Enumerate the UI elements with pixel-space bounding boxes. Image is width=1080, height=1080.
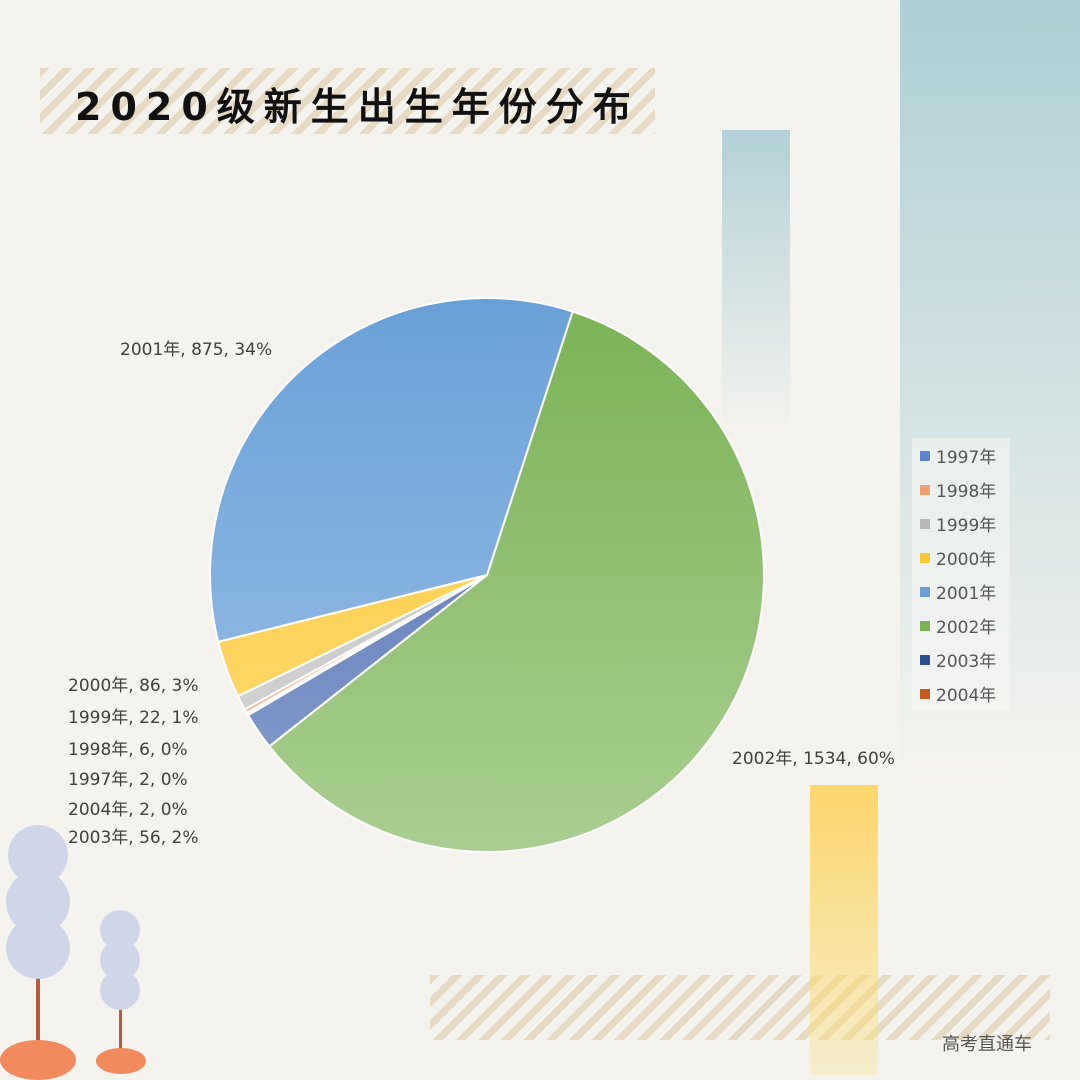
data-label-2001: 2001年, 875, 34% bbox=[120, 340, 273, 360]
legend-swatch bbox=[920, 620, 930, 631]
legend-label: 2003年 bbox=[936, 652, 997, 672]
data-label-2004: 2004年, 2, 0% bbox=[68, 800, 188, 820]
tree-decoration bbox=[6, 825, 70, 980]
data-label-2002: 2002年, 1534, 60% bbox=[732, 749, 895, 769]
data-label-1997: 1997年, 2, 0% bbox=[68, 770, 188, 790]
legend-item: 1997年 bbox=[920, 443, 996, 468]
tree-decoration bbox=[36, 960, 40, 1050]
legend-label: 1997年 bbox=[936, 448, 997, 468]
chart-legend: 1997年 1998年 1999年 2000年 2001年 2002年 2003年 2004年 bbox=[912, 438, 1010, 710]
legend-item: 1999年 bbox=[920, 511, 996, 536]
bottom-stripes bbox=[430, 975, 1050, 1040]
legend-item: 2003年 bbox=[920, 647, 996, 672]
legend-label: 2000年 bbox=[936, 550, 997, 570]
yellow-tower-decoration bbox=[810, 785, 878, 1075]
legend-item: 2001年 bbox=[920, 579, 996, 604]
data-label-1998: 1998年, 6, 0% bbox=[68, 740, 188, 760]
legend-label: 2004年 bbox=[936, 686, 997, 706]
tree-decoration bbox=[119, 990, 122, 1050]
data-label-2003: 2003年, 56, 2% bbox=[68, 828, 199, 848]
legend-swatch bbox=[920, 518, 930, 529]
legend-swatch bbox=[920, 688, 930, 699]
legend-swatch bbox=[920, 552, 930, 563]
legend-label: 1998年 bbox=[936, 482, 997, 502]
legend-item: 2000年 bbox=[920, 545, 996, 570]
legend-swatch bbox=[920, 654, 930, 665]
tree-pot bbox=[0, 1040, 76, 1080]
legend-swatch bbox=[920, 484, 930, 495]
title-stripes bbox=[40, 68, 655, 134]
data-label-2000: 2000年, 86, 3% bbox=[68, 676, 199, 696]
legend-label: 1999年 bbox=[936, 516, 997, 536]
brand-watermark: 高考直通车 bbox=[942, 1034, 1032, 1055]
tree-decoration bbox=[100, 910, 142, 1010]
tree-pot bbox=[96, 1048, 146, 1074]
legend-item: 2002年 bbox=[920, 613, 996, 638]
legend-item: 1998年 bbox=[920, 477, 996, 502]
legend-swatch bbox=[920, 450, 930, 461]
chart-title: 2020级新生出生年份分布 bbox=[75, 85, 640, 129]
data-label-1999: 1999年, 22, 1% bbox=[68, 708, 199, 728]
legend-item: 2004年 bbox=[920, 681, 996, 706]
legend-swatch bbox=[920, 586, 930, 597]
legend-label: 2002年 bbox=[936, 618, 997, 638]
legend-label: 2001年 bbox=[936, 584, 997, 604]
